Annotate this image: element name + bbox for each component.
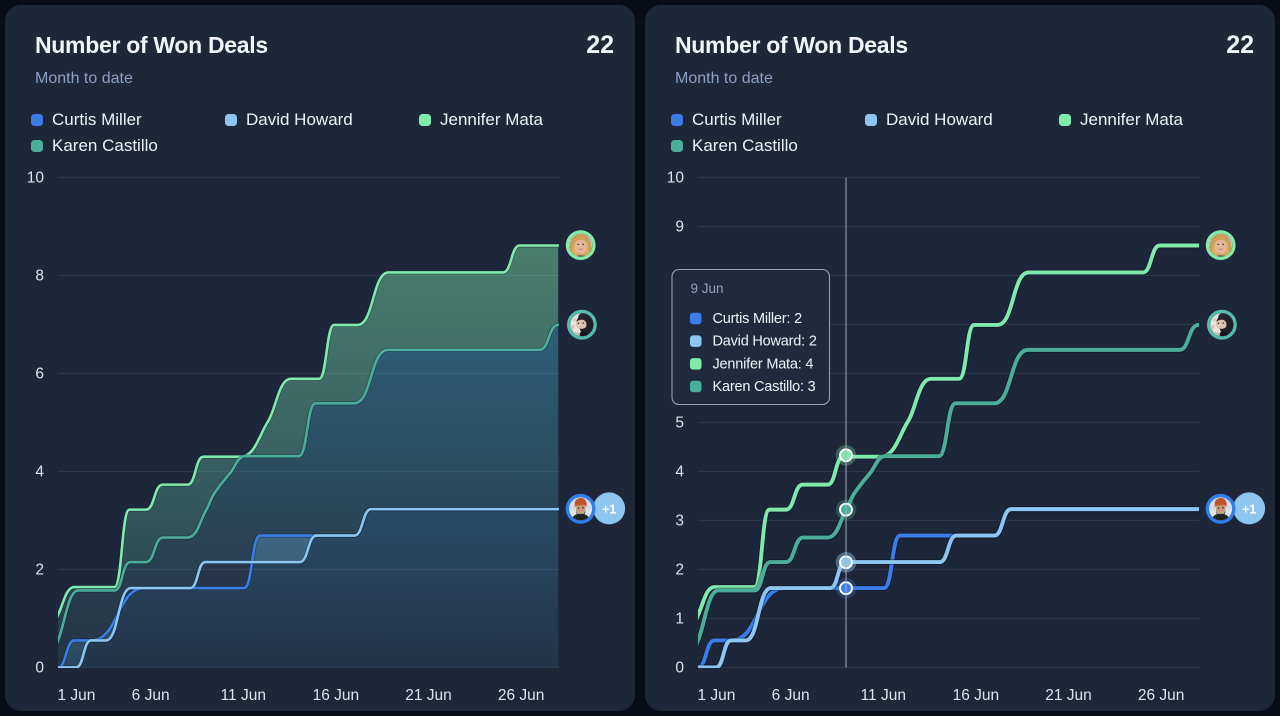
svg-text:4: 4 <box>35 463 44 480</box>
svg-text:2: 2 <box>675 561 684 578</box>
svg-text:9 Jun: 9 Jun <box>691 281 724 296</box>
svg-text:11 Jun: 11 Jun <box>221 687 266 704</box>
svg-text:0: 0 <box>35 659 44 676</box>
svg-text:26 Jun: 26 Jun <box>1138 687 1185 704</box>
svg-text:6 Jun: 6 Jun <box>132 687 170 704</box>
svg-text:1 Jun: 1 Jun <box>58 687 96 704</box>
svg-text:0: 0 <box>675 659 684 676</box>
svg-text:4: 4 <box>675 463 684 480</box>
svg-text:8: 8 <box>35 267 44 284</box>
svg-text:21 Jun: 21 Jun <box>1045 687 1092 704</box>
svg-text:10: 10 <box>27 169 45 186</box>
svg-text:1: 1 <box>675 610 684 627</box>
svg-text:David Howard: 2: David Howard: 2 <box>713 334 817 350</box>
svg-text:Jennifer Mata: 4: Jennifer Mata: 4 <box>713 356 814 372</box>
svg-text:5: 5 <box>675 414 684 431</box>
svg-text:21 Jun: 21 Jun <box>405 687 452 704</box>
svg-text:1 Jun: 1 Jun <box>698 687 736 704</box>
svg-text:16 Jun: 16 Jun <box>953 687 1000 704</box>
svg-text:6 Jun: 6 Jun <box>772 687 810 704</box>
svg-text:+1: +1 <box>602 502 616 516</box>
svg-text:6: 6 <box>35 365 44 382</box>
svg-text:Curtis Miller: 2: Curtis Miller: 2 <box>713 311 803 327</box>
svg-text:10: 10 <box>667 169 685 186</box>
svg-text:+1: +1 <box>1242 502 1256 516</box>
svg-text:3: 3 <box>675 512 684 529</box>
svg-text:Karen Castillo: 3: Karen Castillo: 3 <box>713 379 816 395</box>
svg-text:11 Jun: 11 Jun <box>861 687 906 704</box>
svg-text:16 Jun: 16 Jun <box>313 687 360 704</box>
svg-text:2: 2 <box>35 561 44 578</box>
svg-text:26 Jun: 26 Jun <box>498 687 545 704</box>
svg-text:9: 9 <box>675 218 684 235</box>
